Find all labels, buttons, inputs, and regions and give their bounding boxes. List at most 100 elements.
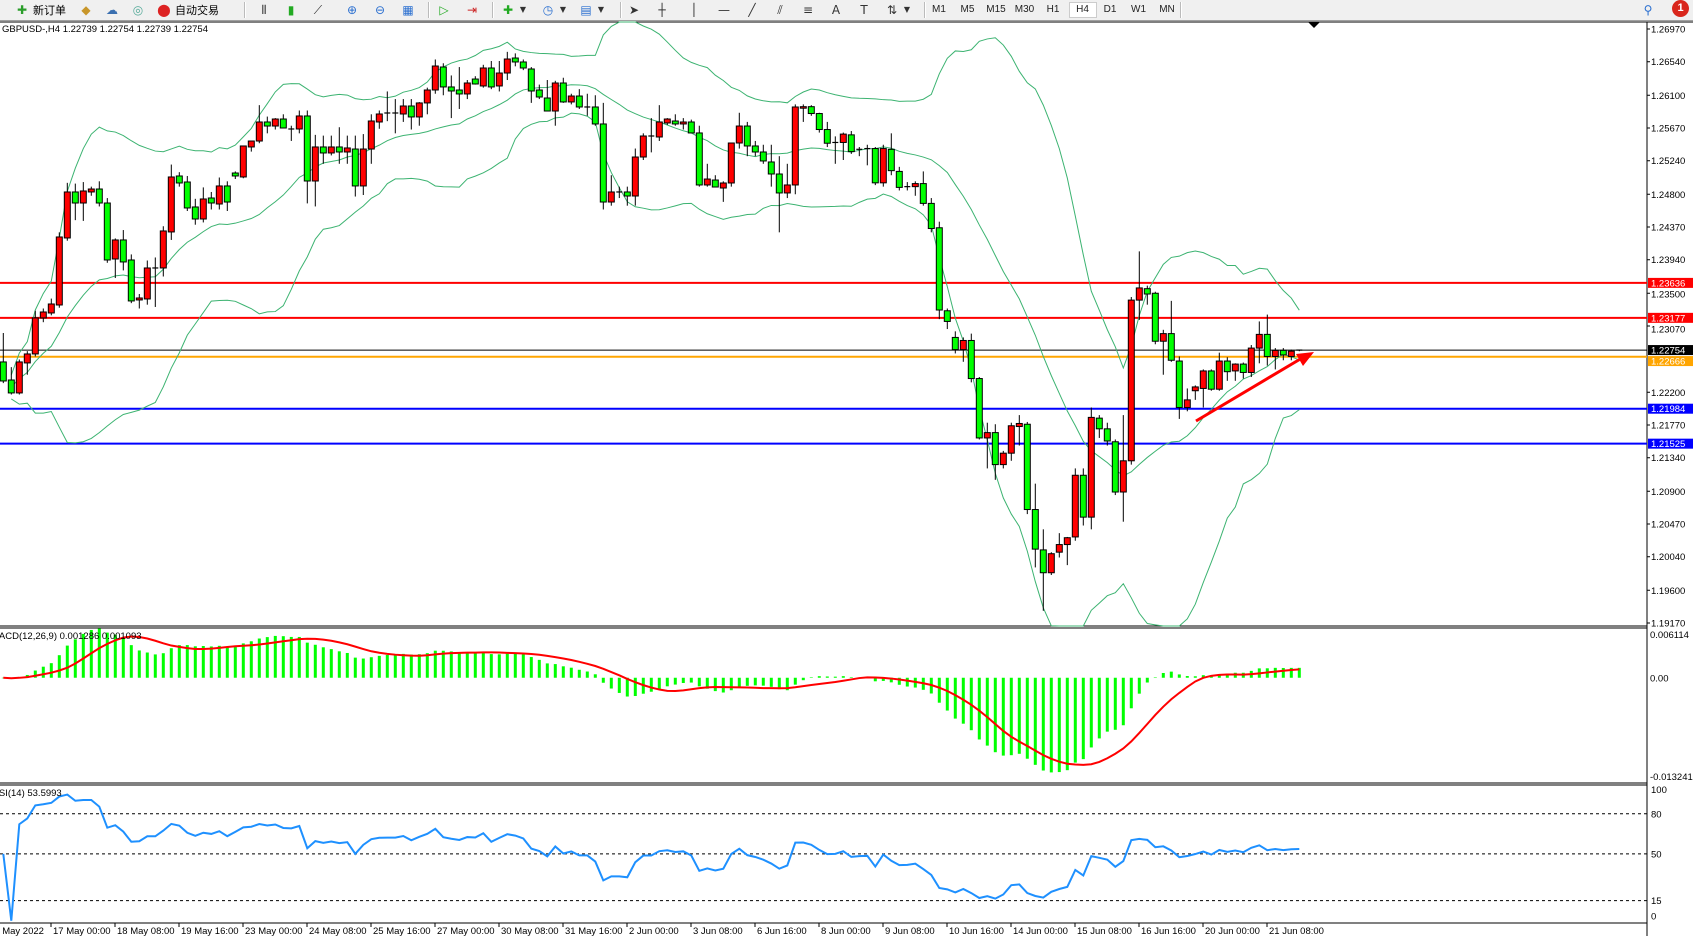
tile-windows-icon[interactable]: ▦ (402, 3, 414, 17)
timeframe-m30[interactable]: M30 (1014, 4, 1035, 15)
arrows-icon[interactable]: ⇅ (886, 3, 898, 17)
candle (815, 112, 823, 133)
candle-body (135, 297, 143, 301)
timeframe-d1[interactable]: D1 (1103, 4, 1117, 15)
indicators-icon[interactable]: ✚ (502, 3, 514, 17)
macd-histogram-bar (1081, 677, 1085, 760)
candle-body (503, 58, 511, 74)
macd-histogram-bar (33, 670, 37, 678)
timeframe-m1[interactable]: M1 (932, 4, 946, 15)
horizontal-line-icon[interactable]: — (718, 3, 730, 17)
candle (927, 198, 935, 233)
bar-chart-icon[interactable]: ⫴ (261, 3, 267, 17)
candle (616, 186, 623, 199)
candle (479, 64, 487, 88)
timeframe-h1[interactable]: H1 (1046, 4, 1060, 15)
candle-body (607, 191, 615, 203)
chevron-down-icon[interactable]: ▼ (597, 5, 605, 14)
autotrading-button[interactable]: ⬤ 自动交易 (156, 1, 219, 19)
candle-body (1159, 333, 1167, 342)
line-chart-icon[interactable]: ⟋ (313, 3, 323, 17)
candle (823, 121, 831, 148)
market-watch-icon[interactable]: ◆ (81, 3, 91, 17)
macd-histogram-bar (841, 676, 845, 678)
cursor-icon[interactable]: ➤ (628, 3, 640, 17)
candle (87, 186, 95, 196)
candle (967, 333, 975, 383)
macd-histogram-bar (217, 645, 221, 678)
notification-badge[interactable]: 1 (1672, 0, 1689, 17)
trend-arrow[interactable] (1195, 352, 1314, 423)
candle (871, 147, 879, 186)
candle-body (143, 267, 151, 300)
candle-body (727, 142, 735, 184)
candle-body (87, 188, 95, 193)
candle-body (871, 148, 879, 184)
candle (1255, 321, 1263, 364)
candle-body (1231, 363, 1239, 372)
macd-histogram-bar (209, 646, 213, 678)
price-tick-label: 1.20900 (1651, 487, 1685, 498)
timeframe-h4[interactable]: H4 (1068, 2, 1097, 18)
new-order-button[interactable]: ✚ 新订单 (14, 1, 66, 19)
zoom-out-icon[interactable]: ⊖ (374, 3, 386, 17)
candle (15, 359, 23, 395)
signals-icon[interactable]: ◎ (132, 3, 144, 17)
rsi-line (2, 793, 1300, 921)
candle (887, 133, 895, 176)
candle-body (327, 146, 335, 154)
periods-clock-icon[interactable]: ◷ (542, 3, 554, 17)
macd-histogram-bar (889, 677, 893, 683)
price-tick-label: 1.23500 (1651, 289, 1685, 300)
candle-body (1055, 544, 1063, 553)
timeframe-m5[interactable]: M5 (960, 4, 975, 15)
candle-body (1175, 360, 1183, 408)
price-tick-label: 1.24370 (1651, 223, 1685, 234)
candle (55, 232, 63, 308)
chart-shift-icon[interactable]: ⇥ (466, 3, 478, 17)
macd-axis-label: 0.00 (1650, 673, 1669, 684)
price-tick-label: 1.26100 (1651, 91, 1685, 102)
candle-body (359, 148, 367, 187)
fibonacci-icon[interactable]: ≡ (802, 3, 814, 17)
text-label-icon[interactable]: T (860, 3, 868, 17)
trendline-icon[interactable]: ╱ (748, 3, 756, 17)
candle-body (423, 89, 431, 104)
crosshair-icon[interactable]: ┼ (658, 3, 666, 17)
chart-shift-marker[interactable] (1308, 22, 1320, 28)
timeframe-mn[interactable]: MN (1159, 4, 1175, 15)
candle-body (0, 361, 7, 382)
separator (428, 2, 430, 18)
macd-histogram-bar (905, 677, 909, 687)
candle (335, 127, 343, 164)
cloud-market-icon[interactable]: ☁ (106, 3, 118, 17)
macd-histogram-bar (625, 677, 629, 697)
macd-histogram-bar (833, 676, 837, 678)
candle-body (231, 172, 239, 177)
macd-histogram-bar (569, 667, 573, 678)
zoom-in-icon[interactable]: ⊕ (346, 3, 358, 17)
candle-body (1215, 360, 1223, 390)
chevron-down-icon[interactable]: ▼ (519, 5, 527, 14)
candle (1031, 483, 1039, 568)
chevron-down-icon[interactable]: ▼ (903, 5, 911, 14)
timeframe-w1[interactable]: W1 (1131, 4, 1146, 15)
candle-body (1255, 333, 1263, 349)
timeframe-m15[interactable]: M15 (986, 4, 1006, 15)
text-icon[interactable]: A (831, 3, 841, 17)
candle (215, 177, 223, 210)
candle-body (1087, 416, 1095, 518)
time-label: 3 Jun 08:00 (693, 926, 743, 936)
macd-histogram-bar (313, 644, 317, 678)
templates-icon[interactable]: ▤ (580, 3, 592, 17)
search-icon[interactable]: ⚲ (1643, 3, 1653, 17)
candlestick-icon[interactable]: ▮ (287, 3, 295, 17)
candle-body (319, 146, 327, 154)
chevron-down-icon[interactable]: ▼ (559, 5, 567, 14)
candle (1247, 345, 1255, 378)
auto-scroll-icon[interactable]: ▷ (439, 3, 449, 17)
vertical-line-icon[interactable]: │ (690, 3, 698, 17)
equidistant-channel-icon[interactable]: ⫽ (777, 3, 783, 17)
macd-histogram-bar (977, 677, 981, 740)
